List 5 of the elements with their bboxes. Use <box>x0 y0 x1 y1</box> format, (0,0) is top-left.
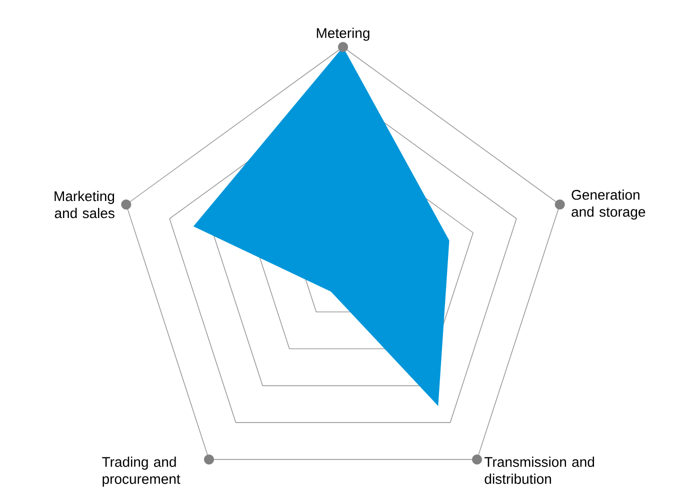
spoke-label: Generation and storage <box>572 190 646 220</box>
spoke-label: Metering <box>316 28 370 41</box>
spoke-label: Marketing and sales <box>54 191 114 218</box>
spoke-label: Transmission and distribution <box>484 456 594 484</box>
spoke-label: Trading and procurement <box>102 456 180 487</box>
